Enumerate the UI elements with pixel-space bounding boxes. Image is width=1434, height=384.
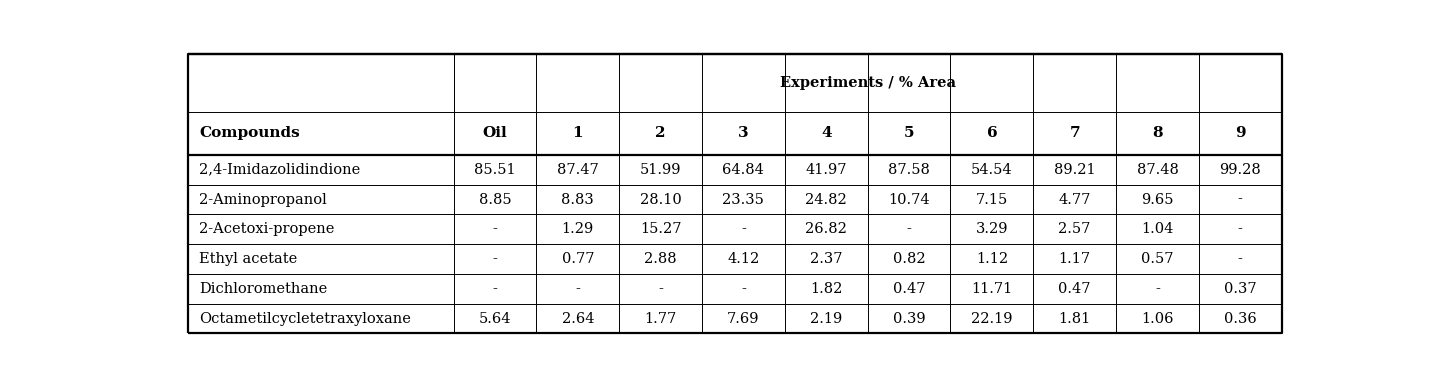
Text: 1.04: 1.04 (1141, 222, 1173, 236)
Text: 2.37: 2.37 (810, 252, 843, 266)
Text: 1.77: 1.77 (644, 311, 677, 326)
Text: 23.35: 23.35 (723, 192, 764, 207)
Text: 9: 9 (1235, 126, 1246, 140)
Text: 1.82: 1.82 (810, 282, 842, 296)
Text: Ethyl acetate: Ethyl acetate (199, 252, 297, 266)
Text: 2,4-Imidazolidindione: 2,4-Imidazolidindione (199, 163, 360, 177)
Text: 41.97: 41.97 (806, 163, 847, 177)
Text: -: - (658, 282, 663, 296)
Text: 5: 5 (903, 126, 915, 140)
Text: 4: 4 (820, 126, 832, 140)
Text: 1.06: 1.06 (1141, 311, 1174, 326)
Text: 7.15: 7.15 (975, 192, 1008, 207)
Text: 22.19: 22.19 (971, 311, 1012, 326)
Text: 2.19: 2.19 (810, 311, 842, 326)
Text: 15.27: 15.27 (640, 222, 681, 236)
Text: 0.82: 0.82 (893, 252, 925, 266)
Text: 24.82: 24.82 (806, 192, 847, 207)
Text: 0.39: 0.39 (893, 311, 925, 326)
Text: 8: 8 (1152, 126, 1163, 140)
Text: 1: 1 (572, 126, 584, 140)
Text: 4.12: 4.12 (727, 252, 760, 266)
Text: 9.65: 9.65 (1141, 192, 1174, 207)
Text: -: - (741, 222, 746, 236)
Text: -: - (1238, 222, 1243, 236)
Text: Experiments / % Area: Experiments / % Area (780, 76, 955, 90)
Text: 51.99: 51.99 (640, 163, 681, 177)
Text: 10.74: 10.74 (888, 192, 929, 207)
Text: -: - (492, 222, 498, 236)
Text: 1.81: 1.81 (1058, 311, 1091, 326)
Text: -: - (1238, 252, 1243, 266)
Text: 28.10: 28.10 (640, 192, 681, 207)
Text: 2: 2 (655, 126, 665, 140)
Text: 87.58: 87.58 (888, 163, 931, 177)
Text: 6: 6 (987, 126, 997, 140)
Text: 54.54: 54.54 (971, 163, 1012, 177)
Text: 8.85: 8.85 (479, 192, 512, 207)
Text: 3.29: 3.29 (975, 222, 1008, 236)
Text: Compounds: Compounds (199, 126, 300, 140)
Text: 1.17: 1.17 (1058, 252, 1091, 266)
Text: 2-Acetoxi-propene: 2-Acetoxi-propene (199, 222, 334, 236)
Text: 64.84: 64.84 (723, 163, 764, 177)
Text: 87.47: 87.47 (556, 163, 598, 177)
Text: Octametilcycletetraxyloxane: Octametilcycletetraxyloxane (199, 311, 412, 326)
Text: 7.69: 7.69 (727, 311, 760, 326)
Text: 1.12: 1.12 (975, 252, 1008, 266)
Text: -: - (492, 252, 498, 266)
Text: -: - (575, 282, 581, 296)
Text: 8.83: 8.83 (562, 192, 594, 207)
Text: Dichloromethane: Dichloromethane (199, 282, 327, 296)
Text: 2.57: 2.57 (1058, 222, 1091, 236)
Text: 89.21: 89.21 (1054, 163, 1096, 177)
Text: 99.28: 99.28 (1219, 163, 1260, 177)
Text: -: - (741, 282, 746, 296)
Text: Oil: Oil (483, 126, 508, 140)
Text: 5.64: 5.64 (479, 311, 512, 326)
Text: 3: 3 (739, 126, 749, 140)
Text: 2-Aminopropanol: 2-Aminopropanol (199, 192, 327, 207)
Text: 0.47: 0.47 (893, 282, 925, 296)
Text: 0.47: 0.47 (1058, 282, 1091, 296)
Text: 2.88: 2.88 (644, 252, 677, 266)
Text: 4.77: 4.77 (1058, 192, 1091, 207)
Text: 85.51: 85.51 (475, 163, 516, 177)
Text: -: - (492, 282, 498, 296)
Text: 26.82: 26.82 (806, 222, 847, 236)
Text: 1.29: 1.29 (562, 222, 594, 236)
Text: -: - (1154, 282, 1160, 296)
Text: 0.37: 0.37 (1225, 282, 1256, 296)
Text: -: - (906, 222, 912, 236)
Text: 0.36: 0.36 (1225, 311, 1256, 326)
Text: 0.57: 0.57 (1141, 252, 1174, 266)
Text: 87.48: 87.48 (1137, 163, 1179, 177)
Text: 0.77: 0.77 (562, 252, 594, 266)
Text: 2.64: 2.64 (562, 311, 594, 326)
Text: -: - (1238, 192, 1243, 207)
Text: 11.71: 11.71 (971, 282, 1012, 296)
Text: 7: 7 (1070, 126, 1080, 140)
